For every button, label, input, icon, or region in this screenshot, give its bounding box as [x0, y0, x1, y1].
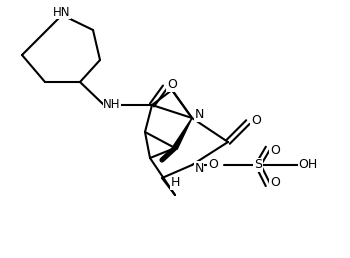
Polygon shape [173, 118, 192, 149]
Text: O: O [270, 143, 280, 157]
Text: N: N [194, 162, 204, 174]
Text: N: N [194, 109, 204, 122]
Text: NH: NH [103, 99, 121, 111]
Text: HN: HN [53, 5, 71, 19]
Text: OH: OH [298, 158, 318, 172]
Text: O: O [167, 78, 177, 92]
Text: O: O [270, 176, 280, 189]
Text: H: H [170, 176, 180, 189]
Text: O: O [251, 114, 261, 126]
Text: S: S [254, 158, 262, 172]
Text: O: O [208, 158, 218, 172]
